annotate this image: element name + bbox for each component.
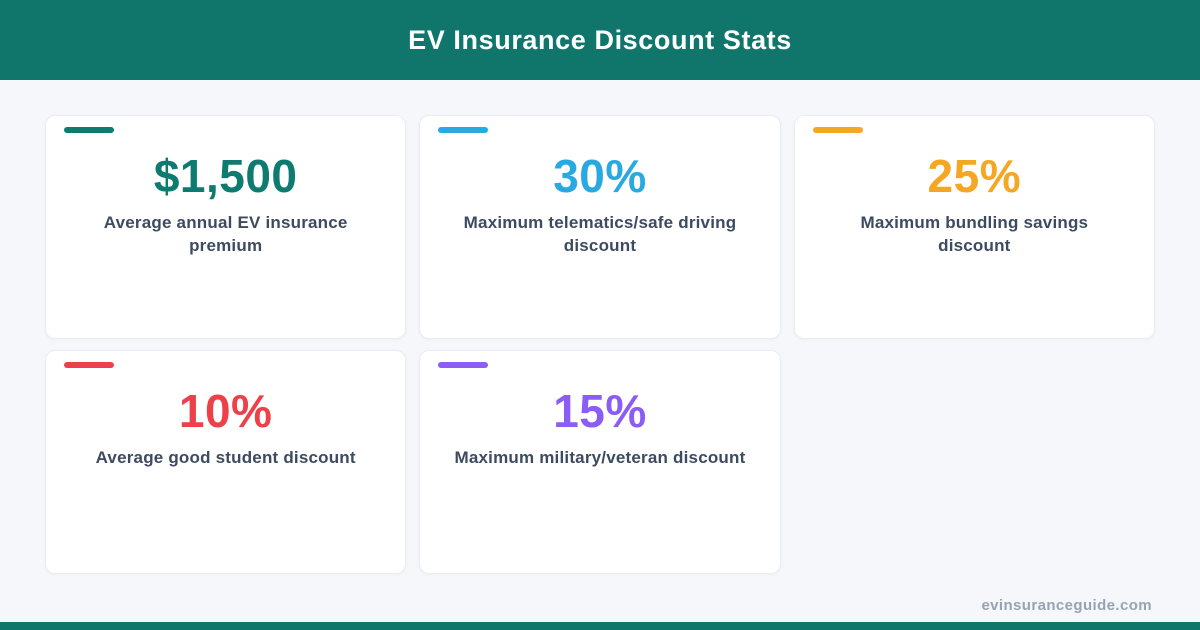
accent-bar [812,127,863,133]
bottom-accent-bar [0,622,1200,630]
stat-card-annual-premium: $1,500 Average annual EV insurance premi… [45,115,407,339]
stat-label: Maximum telematics/safe driving discount [463,212,737,255]
stat-card-bundling-discount: 25% Maximum bundling savings discount [793,115,1155,339]
stat-value: 10% [178,385,273,437]
stat-value: 25% [927,150,1022,202]
stat-value: 15% [553,385,647,437]
accent-bar [438,127,489,133]
stat-label: Maximum bundling savings discount [860,212,1089,255]
stat-card-telematics-discount: 30% Maximum telematics/safe driving disc… [419,115,781,339]
accent-bar [438,362,489,368]
page-title: EV Insurance Discount Stats [408,24,792,55]
site-watermark: evinsuranceguide.com [981,597,1152,614]
stats-grid: $1,500 Average annual EV insurance premi… [45,115,1155,574]
accent-bar [64,127,114,133]
stat-label: Average good student discount [95,447,356,467]
stat-value: $1,500 [153,150,298,202]
stat-card-military-discount: 15% Maximum military/veteran discount [419,350,781,574]
accent-bar [64,362,114,368]
stat-label: Average annual EV insurance premium [103,212,348,255]
stat-label: Maximum military/veteran discount [454,447,746,467]
header-banner: EV Insurance Discount Stats [0,0,1200,80]
stat-card-good-student-discount: 10% Average good student discount [45,350,407,574]
stat-value: 30% [553,150,647,202]
